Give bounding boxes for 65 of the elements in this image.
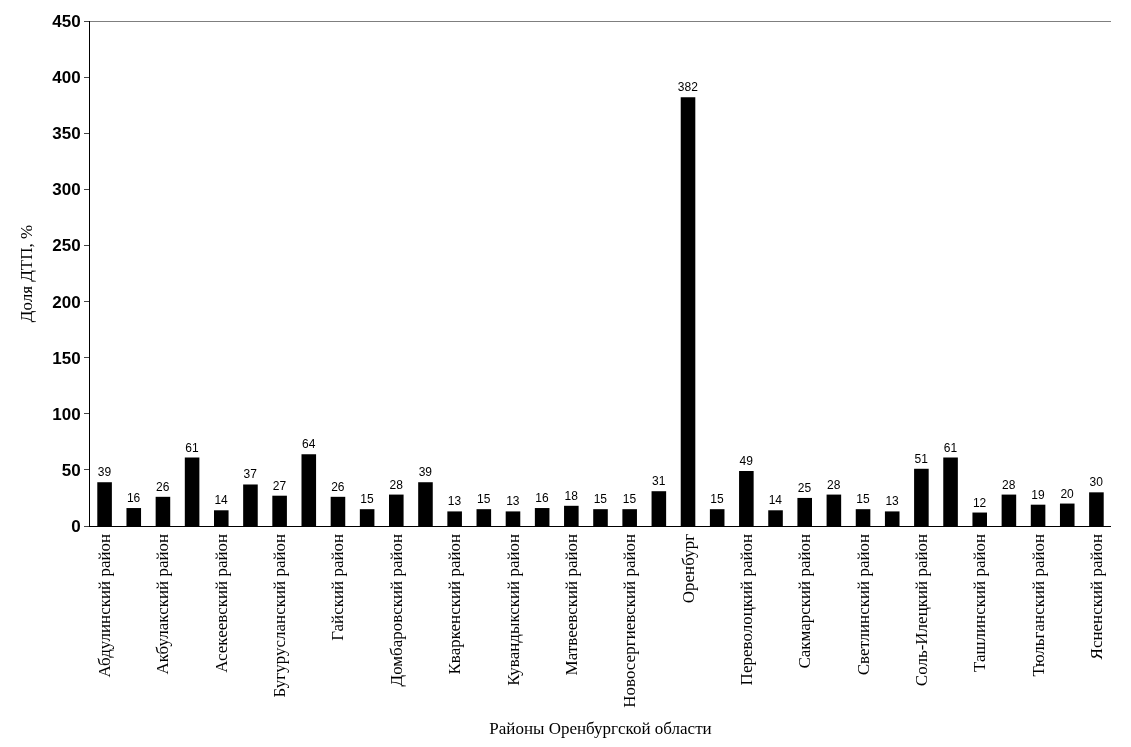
data-label: 15	[476, 492, 491, 507]
y-tick-label: 350	[52, 124, 81, 144]
data-label: 18	[564, 488, 579, 503]
y-tick-label: 150	[52, 348, 81, 368]
y-axis-title: Доля ДТП, %	[16, 224, 36, 323]
data-label: 15	[593, 492, 608, 507]
x-tick-label: Домбаровский район	[386, 533, 406, 687]
data-label: 25	[797, 480, 812, 495]
x-tick-label: Светлинский район	[853, 533, 873, 676]
data-label: 28	[389, 477, 404, 492]
data-label: 13	[506, 494, 520, 509]
data-label: 12	[972, 495, 987, 510]
x-tick-label: Кваркенский район	[445, 533, 465, 675]
data-label: 382	[677, 80, 699, 95]
data-label: 13	[885, 494, 900, 509]
x-tick-label: Соль-Илецкий район	[911, 533, 931, 687]
y-tick-label: 50	[61, 460, 81, 480]
x-tick-label: Переволоцкий район	[736, 533, 756, 686]
data-label: 28	[827, 477, 841, 492]
data-label: 61	[185, 440, 199, 455]
x-tick-label: Абдулинский район	[95, 533, 115, 678]
data-label: 39	[418, 465, 433, 480]
data-label: 16	[126, 491, 141, 506]
data-label: 28	[1002, 477, 1016, 492]
data-label: 16	[535, 491, 549, 506]
y-tick-label: 100	[52, 404, 81, 424]
x-tick-label: Тюльганский район	[1028, 533, 1048, 677]
x-tick-label: Матвеевский район	[561, 533, 581, 676]
data-label: 15	[360, 492, 374, 507]
data-label: 19	[1031, 487, 1045, 502]
data-label: 31	[652, 474, 666, 489]
data-label: 61	[943, 440, 958, 455]
x-axis-title: Районы Оренбургской области	[489, 719, 712, 739]
data-label: 30	[1089, 475, 1104, 490]
y-tick-label: 250	[52, 236, 81, 256]
y-tick-label: 300	[52, 180, 81, 200]
data-label: 49	[739, 454, 754, 469]
data-label: 26	[331, 479, 345, 494]
x-tick-label: Сакмарский район	[795, 533, 815, 669]
x-tick-label: Бугурусланский район	[270, 533, 290, 698]
x-tick-label: Кувандыкский район	[503, 533, 523, 686]
data-label: 39	[97, 465, 112, 480]
y-tick-label: 200	[52, 292, 81, 312]
data-label: 51	[914, 451, 929, 466]
x-tick-label: Гайский район	[328, 533, 348, 641]
y-tick-label: 400	[52, 68, 81, 88]
data-label: 14	[768, 493, 783, 508]
data-label: 20	[1060, 486, 1075, 501]
x-tick-label: Асекеевский район	[211, 533, 231, 673]
data-label: 13	[447, 494, 462, 509]
y-tick-label: 450	[52, 11, 81, 31]
data-label: 27	[272, 478, 287, 493]
data-label: 26	[156, 479, 170, 494]
data-label: 15	[710, 492, 725, 507]
data-label: 37	[243, 467, 258, 482]
data-label: 64	[301, 437, 316, 452]
x-tick-label: Ясненский район	[1086, 533, 1106, 660]
data-label: 15	[622, 492, 637, 507]
x-tick-label: Акбулакский район	[153, 533, 173, 675]
x-tick-label: Новосергиевский район	[620, 533, 640, 708]
x-tick-label: Оренбург	[678, 533, 698, 604]
data-label: 14	[214, 493, 229, 508]
y-tick-label: 0	[71, 516, 81, 536]
data-label: 15	[856, 492, 870, 507]
x-tick-label: Ташлинский район	[970, 533, 990, 673]
